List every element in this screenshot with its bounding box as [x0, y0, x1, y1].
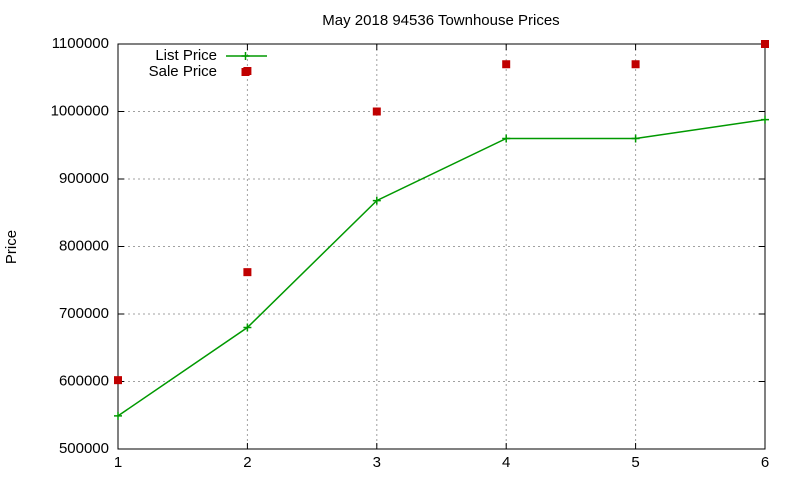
y-tick-label: 900000: [59, 170, 109, 187]
data-point: [243, 323, 252, 332]
x-tick-label: 5: [631, 454, 639, 471]
y-tick-label: 700000: [59, 305, 109, 322]
data-point: [631, 134, 640, 143]
data-point: [631, 60, 640, 69]
data-point: [502, 60, 511, 69]
legend-label: Sale Price: [149, 63, 217, 80]
y-tick-label: 800000: [59, 237, 109, 254]
y-tick-label: 500000: [59, 440, 109, 457]
data-point: [372, 196, 381, 205]
data-point: [114, 411, 122, 420]
x-tick-label: 3: [373, 454, 381, 471]
chart-title: May 2018 94536 Townhouse Prices: [322, 12, 559, 29]
y-axis-label: Price: [3, 230, 20, 264]
data-point: [502, 134, 511, 143]
y-tick-label: 1000000: [51, 102, 109, 119]
data-point: [243, 268, 252, 277]
data-point: [372, 107, 381, 116]
x-tick-label: 6: [761, 454, 769, 471]
plot-border: [117, 43, 766, 450]
series-line: [117, 118, 766, 417]
legend-marker: [241, 52, 250, 60]
x-tick-label: 2: [243, 454, 251, 471]
y-tick-label: 1100000: [52, 35, 109, 52]
data-point: [761, 115, 769, 124]
y-tick-label: 600000: [59, 372, 109, 389]
x-tick-label: 1: [114, 454, 122, 471]
x-tick-label: 4: [502, 454, 510, 471]
legend-marker: [241, 68, 250, 76]
data-point: [761, 40, 769, 48]
legend-label: List Price: [155, 47, 217, 64]
data-point: [114, 376, 122, 385]
